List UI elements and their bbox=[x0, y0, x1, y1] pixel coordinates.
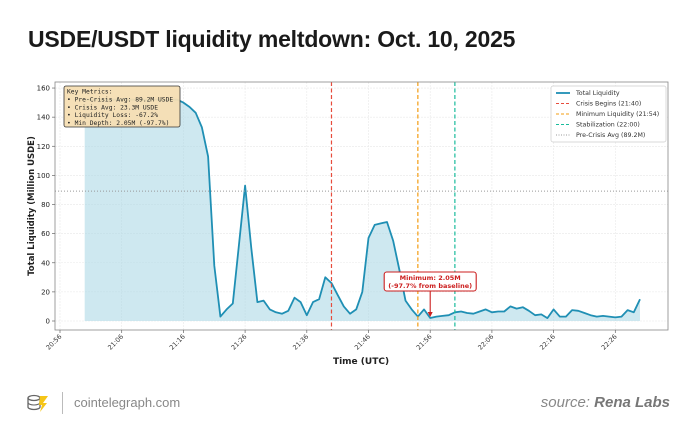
y-tick-label: 0 bbox=[46, 318, 50, 326]
y-tick-label: 160 bbox=[37, 85, 50, 93]
reference-lines bbox=[55, 82, 668, 330]
legend-entry: Minimum Liquidity (21:54) bbox=[576, 111, 659, 118]
annotation-arrow-head-icon bbox=[427, 312, 433, 318]
plot-frame bbox=[54, 81, 669, 331]
y-tick-label: 100 bbox=[37, 172, 50, 180]
metrics-item: • Liquidity Loss: -67.2% bbox=[67, 112, 158, 119]
y-tick-label: 60 bbox=[41, 230, 50, 238]
source-name: Rena Labs bbox=[594, 394, 670, 411]
y-tick-label: 80 bbox=[41, 201, 50, 209]
annotation-line-1: Minimum: 2.05M bbox=[400, 274, 461, 282]
footer-source: source: Rena Labs bbox=[541, 394, 670, 411]
metrics-item: • Min Depth: 2.05M (-97.7%) bbox=[67, 120, 169, 127]
x-tick-label: 21:06 bbox=[106, 333, 125, 352]
plot-border bbox=[54, 81, 669, 331]
y-tick-label: 140 bbox=[37, 114, 50, 122]
x-tick-label: 22:16 bbox=[538, 333, 557, 352]
metrics-item: • Crisis Avg: 23.3M USDE bbox=[67, 104, 158, 111]
x-tick-label: 20:56 bbox=[45, 333, 64, 352]
annotation-line-2: (-97.7% from baseline) bbox=[388, 282, 472, 290]
legend-entry: Pre-Crisis Avg (89.2M) bbox=[576, 132, 645, 139]
x-tick-label: 22:06 bbox=[476, 333, 495, 352]
key-metrics-box: Key Metrics:• Pre-Crisis Avg: 89.2M USDE… bbox=[63, 85, 181, 128]
page-title: USDE/USDT liquidity meltdown: Oct. 10, 2… bbox=[28, 26, 516, 52]
legend-entry: Stabilization (22:00) bbox=[576, 122, 640, 129]
metrics-heading: Key Metrics: bbox=[67, 89, 113, 96]
x-tick-label: 22:26 bbox=[600, 333, 619, 352]
y-tick-label: 40 bbox=[41, 259, 50, 267]
x-tick-label: 21:16 bbox=[168, 333, 187, 352]
y-axis-label: Total Liquidity (Million USDE) bbox=[27, 136, 37, 276]
cointelegraph-logo-icon bbox=[27, 394, 48, 412]
footer-site[interactable]: cointelegraph.com bbox=[74, 395, 181, 410]
y-tick-label: 20 bbox=[41, 288, 50, 296]
annotation-box bbox=[383, 271, 477, 292]
x-axis-label: Time (UTC) bbox=[333, 357, 389, 367]
x-tick-label: 21:36 bbox=[291, 333, 310, 352]
minimum-annotation: Minimum: 2.05M(-97.7% from baseline) bbox=[383, 271, 477, 318]
legend-entry: Crisis Begins (21:40) bbox=[576, 101, 641, 108]
legend-entry: Total Liquidity bbox=[575, 90, 620, 97]
legend: Total Liquidity Crisis Begins (21:40) Mini… bbox=[550, 85, 667, 143]
x-tick-label: 21:46 bbox=[353, 333, 372, 352]
legend-box bbox=[550, 85, 667, 143]
x-tick-label: 21:56 bbox=[415, 333, 434, 352]
footer-divider bbox=[62, 392, 63, 414]
y-tick-label: 120 bbox=[37, 143, 50, 151]
metrics-box-background bbox=[63, 85, 181, 128]
metrics-item: • Pre-Crisis Avg: 89.2M USDE bbox=[67, 97, 173, 104]
source-prefix: source: bbox=[540, 394, 595, 411]
x-tick-label: 21:26 bbox=[230, 333, 249, 352]
